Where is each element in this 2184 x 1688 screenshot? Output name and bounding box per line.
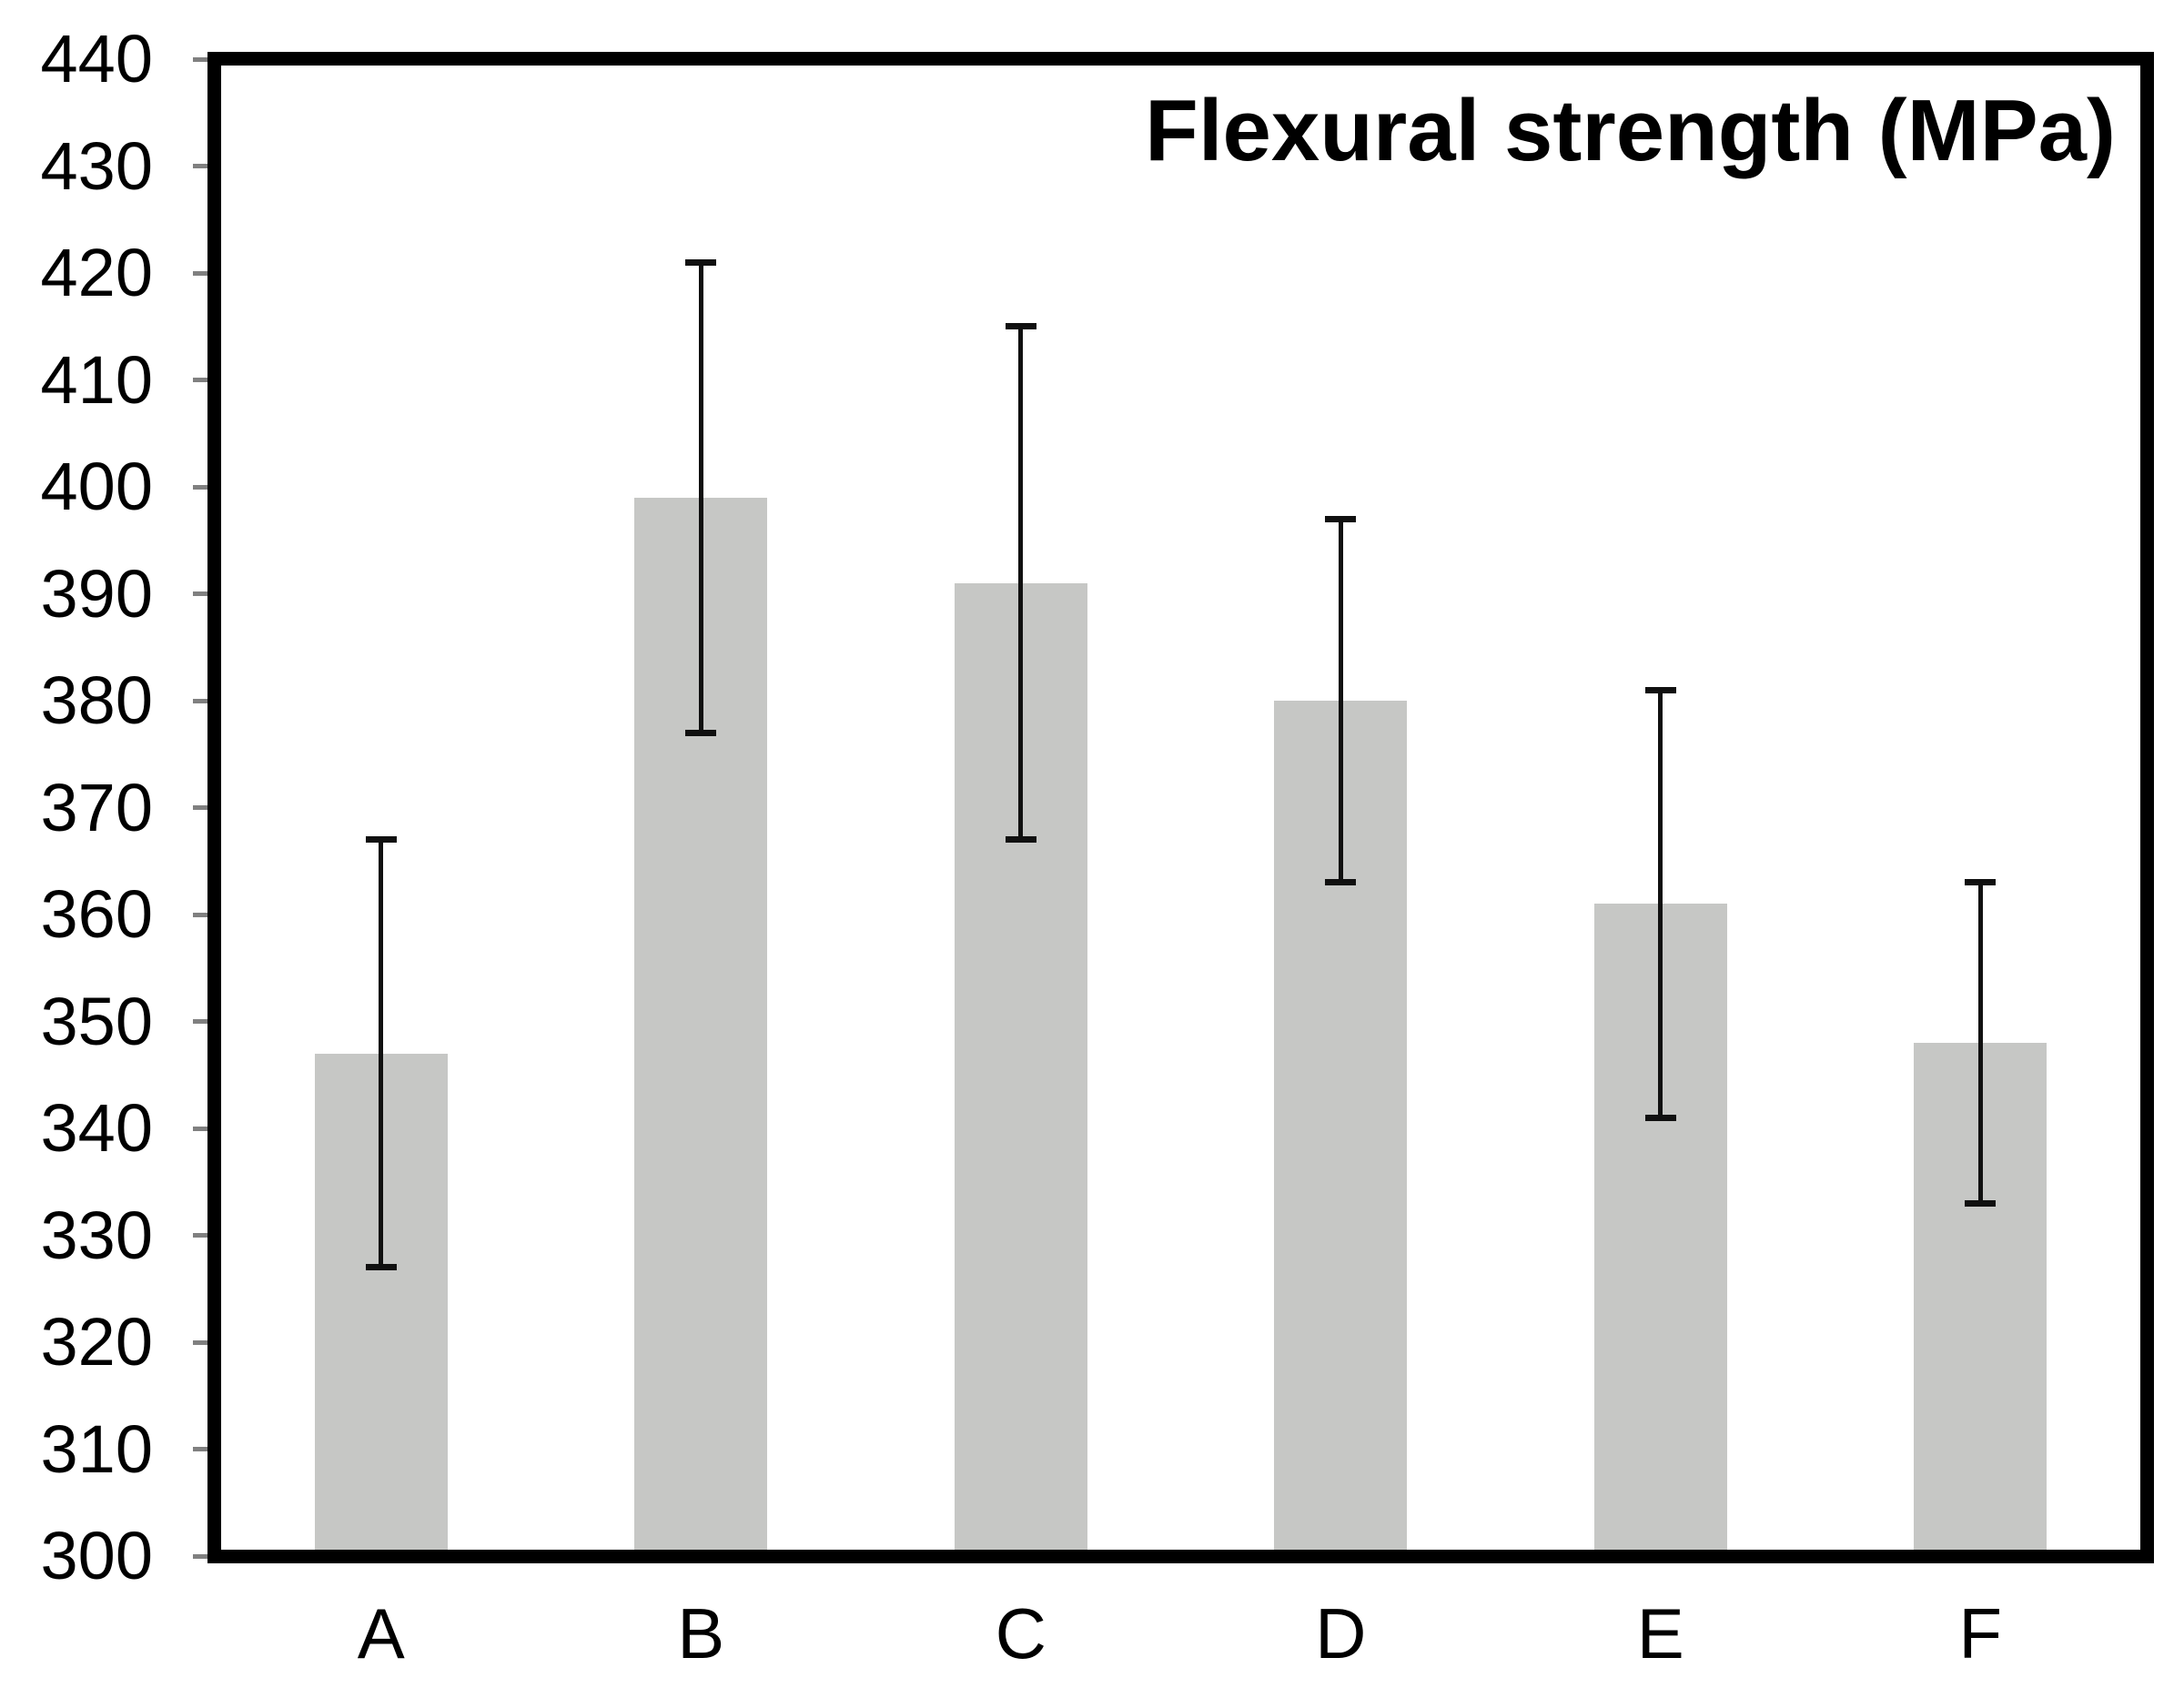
y-tick-label: 340 [40,1090,153,1166]
y-tick-mark [193,484,208,490]
y-tick-mark [193,1126,208,1131]
error-cap-top-D [1325,515,1357,522]
error-cap-top-C [1005,323,1036,330]
y-tick-label: 310 [40,1410,153,1487]
y-tick-mark [193,56,208,62]
y-tick-label: 400 [40,449,153,524]
y-tick-label: 440 [40,21,153,96]
error-cap-bottom-F [1965,1199,1997,1207]
error-cap-bottom-A [365,1264,397,1271]
error-bar-line-D [1338,519,1343,883]
y-tick-mark [193,591,208,596]
y-tick-label: 420 [40,235,153,310]
y-tick-mark [193,1019,208,1024]
error-cap-top-F [1965,879,1997,886]
y-tick-label: 300 [40,1518,153,1593]
y-tick-mark [193,164,208,168]
y-tick-label: 350 [40,983,153,1059]
x-category-label-F: F [1958,1593,2003,1673]
x-category-label-C: C [995,1593,1046,1673]
error-cap-top-E [1644,686,1676,693]
plot-border [207,52,2154,1563]
y-tick-mark [193,805,208,810]
error-bar-line-E [1658,690,1663,1118]
chart-title: Flexural strength (MPa) [1145,82,2116,179]
y-tick-label: 380 [40,662,153,738]
error-bar-line-A [379,839,384,1268]
error-cap-bottom-D [1325,879,1357,886]
error-cap-bottom-E [1644,1114,1676,1121]
y-tick-label: 410 [40,341,153,418]
y-tick-mark [193,912,208,917]
y-tick-mark [193,1447,208,1451]
error-cap-top-A [365,836,397,844]
y-tick-label: 330 [40,1197,153,1273]
y-tick-label: 370 [40,769,153,845]
error-bar-line-C [1018,326,1024,840]
y-tick-label: 390 [40,555,153,632]
x-category-label-A: A [357,1593,405,1673]
x-category-label-B: B [677,1593,725,1673]
x-category-label-E: E [1636,1593,1684,1673]
y-tick-mark [193,698,208,703]
y-tick-label: 360 [40,876,153,952]
y-tick-mark [193,1233,208,1238]
y-tick-label: 430 [40,127,153,204]
error-cap-bottom-B [685,729,717,736]
y-tick-mark [193,270,208,276]
error-bar-line-B [698,262,703,733]
y-tick-label: 320 [40,1304,153,1380]
y-tick-mark [193,1339,208,1345]
x-category-label-D: D [1315,1593,1367,1673]
error-bar-line-F [1977,882,1983,1204]
y-tick-mark [193,378,208,382]
error-cap-top-B [685,258,717,266]
error-cap-bottom-C [1005,836,1036,844]
y-tick-mark [193,1553,208,1559]
